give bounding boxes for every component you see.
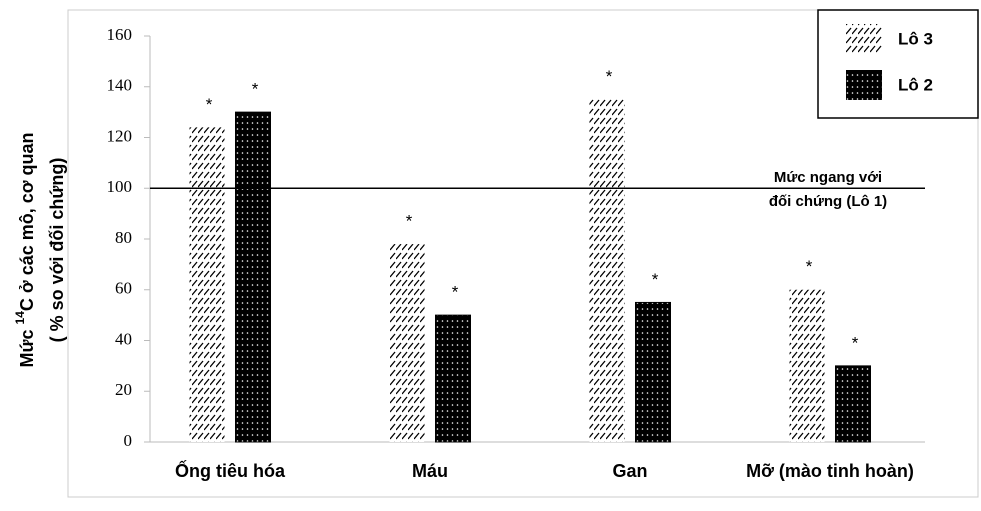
significance-marker: * <box>606 67 613 86</box>
y-tick-label: 0 <box>124 431 133 450</box>
bar <box>789 289 825 442</box>
legend-label: Lô 2 <box>898 75 933 94</box>
chart-border <box>67 9 979 498</box>
significance-marker: * <box>206 95 213 114</box>
reference-label: Mức ngang với <box>774 169 882 186</box>
y-tick-label: 40 <box>115 329 132 348</box>
significance-marker: * <box>806 257 813 276</box>
x-tick-label: Mỡ (mào tinh hoàn) <box>746 461 914 481</box>
significance-marker: * <box>452 283 459 302</box>
y-tick-label: 80 <box>115 228 132 247</box>
y-tick-label: 140 <box>107 76 133 95</box>
y-tick-label: 120 <box>107 126 133 145</box>
significance-marker: * <box>852 333 859 352</box>
bar <box>189 127 225 442</box>
bar <box>389 244 425 442</box>
bar <box>235 111 271 443</box>
significance-marker: * <box>652 270 659 289</box>
y-tick-label: 100 <box>107 177 133 196</box>
y-axis-label: ( % so với đối chứng) <box>47 158 67 343</box>
significance-marker: * <box>252 80 259 99</box>
significance-marker: * <box>406 212 413 231</box>
legend-box <box>817 9 979 119</box>
y-tick-label: 160 <box>107 25 133 44</box>
x-tick-label: Máu <box>412 461 448 481</box>
y-tick-label: 20 <box>115 380 132 399</box>
y-axis-label: Mức 14C ở các mô, cơ quan <box>13 132 37 367</box>
x-tick-label: Gan <box>612 461 647 481</box>
bar <box>835 365 871 443</box>
legend-swatch <box>846 70 882 100</box>
bar <box>435 314 471 443</box>
bar <box>589 99 625 442</box>
x-tick-label: Ống tiêu hóa <box>175 460 286 481</box>
bar <box>635 301 671 443</box>
reference-label: đối chứng (Lô 1) <box>769 193 887 210</box>
y-tick-label: 60 <box>115 279 132 298</box>
legend-swatch <box>846 24 882 54</box>
legend-label: Lô 3 <box>898 29 933 48</box>
